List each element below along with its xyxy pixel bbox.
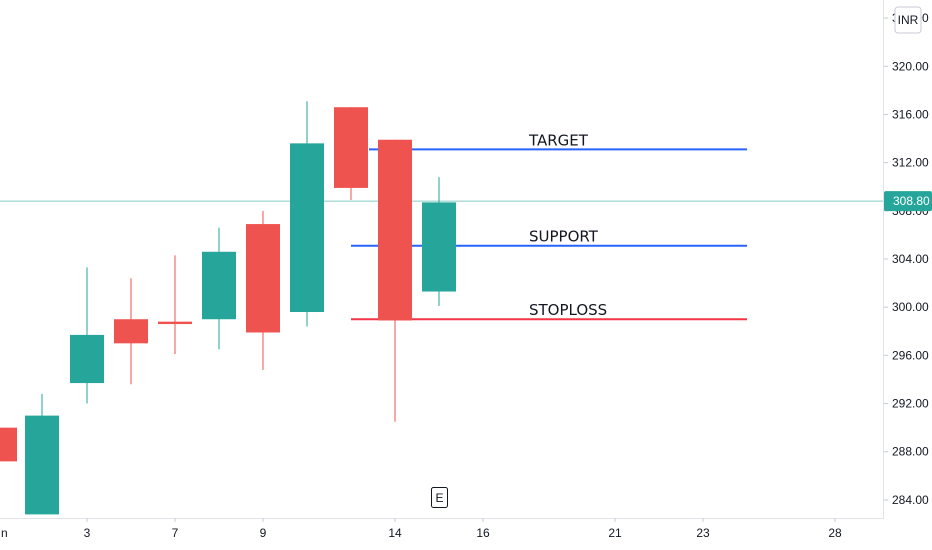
currency-label: INR — [898, 13, 919, 27]
candle — [25, 393, 59, 515]
price-tick-label: 292.00 — [892, 397, 929, 411]
candle — [202, 227, 236, 350]
candle-body — [422, 202, 456, 292]
candle-body — [25, 415, 59, 515]
candle-body — [246, 224, 280, 333]
candle-body — [0, 427, 17, 462]
time-tick-label: 28 — [828, 526, 842, 540]
event-marker[interactable]: E — [431, 487, 448, 508]
price-tick-label: 284.00 — [892, 493, 929, 507]
candle — [70, 267, 104, 404]
time-tick-label: 9 — [260, 526, 267, 540]
candle-body — [290, 143, 324, 313]
candle-body — [70, 334, 104, 384]
price-tick-label: 316.00 — [892, 107, 929, 121]
currency-label-box[interactable]: INR — [894, 6, 922, 34]
candle — [334, 107, 368, 200]
candle-body — [158, 321, 192, 325]
time-tick-label: 3 — [84, 526, 91, 540]
candles-layer — [0, 101, 456, 515]
price-tick-label: 296.00 — [892, 348, 929, 362]
event-marker-label: E — [435, 491, 443, 505]
candle — [422, 177, 456, 306]
time-edge-label: n — [1, 526, 8, 540]
stoploss-label: STOPLOSS — [529, 301, 607, 319]
time-axis[interactable]: 3 7 9 14 16 21 23 28 n — [1, 518, 842, 540]
target-line-group[interactable]: TARGET — [369, 131, 747, 151]
current-price-tag-bg — [884, 191, 932, 212]
candle — [290, 101, 324, 327]
candle-body — [114, 319, 148, 344]
candle — [158, 255, 192, 355]
target-label: TARGET — [528, 131, 589, 149]
time-tick-label: 7 — [172, 526, 179, 540]
candle — [246, 210, 280, 370]
current-price-tag: 308.80 — [884, 191, 932, 212]
time-tick-label: 23 — [696, 526, 710, 540]
candle — [378, 139, 412, 422]
candle-body — [334, 107, 368, 188]
current-price-tag-label: 308.80 — [893, 194, 930, 208]
candle — [114, 278, 148, 385]
support-line-group[interactable]: SUPPORT — [351, 228, 747, 247]
price-axis[interactable]: 284.00 288.00 292.00 296.00 300.00 304.00 308.… — [884, 11, 929, 507]
price-tick-label: 320.00 — [892, 59, 929, 73]
support-label: SUPPORT — [529, 228, 599, 246]
horizontal-lines-layer: TARGET SUPPORT STOPLOSS — [351, 131, 747, 321]
candle — [0, 427, 17, 462]
price-tick-label: 300.00 — [892, 300, 929, 314]
stoploss-line-group[interactable]: STOPLOSS — [351, 301, 747, 321]
time-tick-label: 21 — [608, 526, 622, 540]
candle-body — [378, 139, 412, 321]
price-tick-label: 304.00 — [892, 252, 929, 266]
time-tick-label: 14 — [388, 526, 402, 540]
price-tick-label: 312.00 — [892, 156, 929, 170]
price-tick-label: 288.00 — [892, 445, 929, 459]
time-tick-label: 16 — [476, 526, 490, 540]
candle-body — [202, 251, 236, 320]
